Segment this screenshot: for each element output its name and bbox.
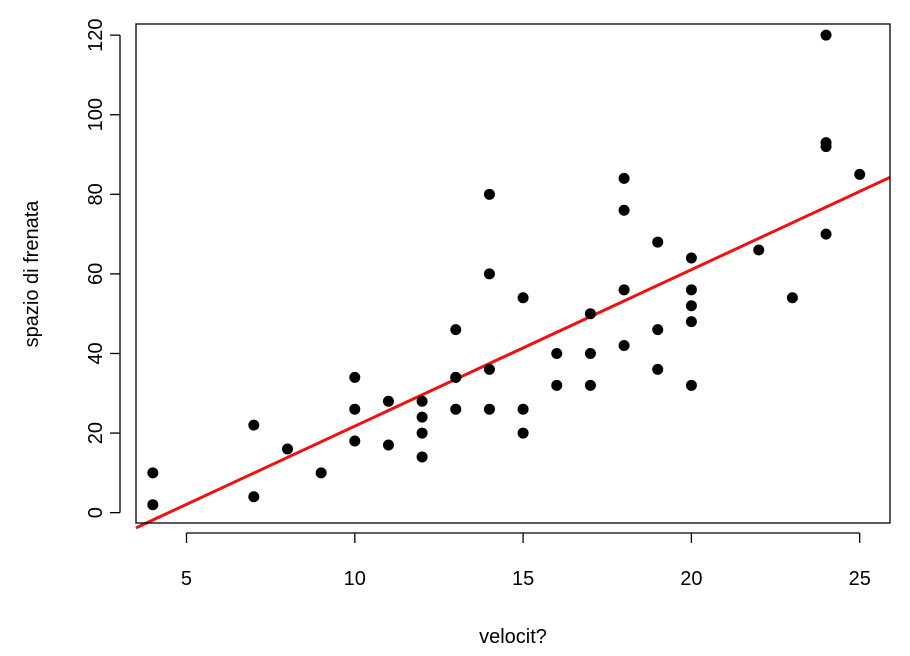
data-point (382, 439, 394, 451)
x-tick-label: 5 (181, 568, 192, 590)
y-tick-label: 0 (85, 507, 107, 518)
data-point (652, 236, 664, 248)
data-point (147, 499, 159, 511)
data-point (416, 451, 428, 463)
data-point (281, 443, 293, 455)
data-point (584, 379, 596, 391)
data-point (854, 168, 866, 180)
data-point (382, 395, 394, 407)
data-point (652, 324, 664, 336)
y-axis-title: spazio di frenata (21, 200, 43, 348)
data-point (450, 371, 462, 383)
x-tick-label: 20 (680, 568, 702, 590)
data-point (248, 491, 260, 503)
regression-line (135, 176, 891, 530)
y-tick-label: 120 (85, 18, 107, 51)
data-point (551, 347, 563, 359)
data-point (618, 172, 630, 184)
y-tick-label: 40 (85, 342, 107, 364)
y-axis: 0 20 40 60 80 100 120 (85, 18, 121, 518)
data-point (820, 137, 832, 149)
data-point (820, 29, 832, 41)
data-point (786, 292, 798, 304)
regression-line-layer (135, 176, 891, 530)
y-tick-label: 20 (85, 422, 107, 444)
x-axis-title: velocit? (479, 626, 547, 648)
data-point (618, 340, 630, 352)
data-point (618, 204, 630, 216)
data-point (517, 427, 529, 439)
data-point (685, 300, 697, 312)
data-point (450, 324, 462, 336)
data-point (416, 395, 428, 407)
data-point (685, 284, 697, 296)
data-point (820, 228, 832, 240)
data-point (685, 316, 697, 328)
data-point (517, 292, 529, 304)
data-point (753, 244, 765, 256)
data-point (349, 371, 361, 383)
data-point (517, 403, 529, 415)
data-point (416, 427, 428, 439)
data-point (685, 252, 697, 264)
x-tick-label: 10 (344, 568, 366, 590)
data-point (618, 284, 630, 296)
y-tick-label: 100 (85, 98, 107, 131)
data-point (652, 363, 664, 375)
data-point (483, 363, 495, 375)
data-point (584, 347, 596, 359)
x-axis: 5 10 15 20 25 (181, 532, 871, 590)
x-tick-label: 25 (849, 568, 871, 590)
x-tick-label: 15 (512, 568, 534, 590)
data-point (584, 308, 596, 320)
data-point (349, 403, 361, 415)
plot-frame (135, 23, 891, 524)
y-tick-label: 60 (85, 263, 107, 285)
data-point (685, 379, 697, 391)
data-point (483, 403, 495, 415)
data-point (483, 188, 495, 200)
points-layer (147, 29, 866, 511)
data-point (349, 435, 361, 447)
data-point (450, 403, 462, 415)
data-point (147, 467, 159, 479)
data-point (483, 268, 495, 280)
y-tick-label: 80 (85, 183, 107, 205)
data-point (551, 379, 563, 391)
data-point (248, 419, 260, 431)
data-point (416, 411, 428, 423)
data-point (315, 467, 327, 479)
